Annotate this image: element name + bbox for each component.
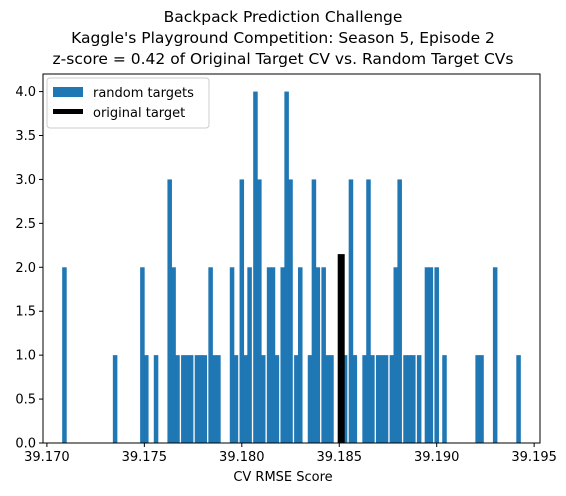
legend-box bbox=[46, 77, 210, 129]
histogram-bar bbox=[247, 267, 252, 443]
histogram-bar bbox=[342, 355, 348, 443]
x-tick-label: 39.180 bbox=[219, 450, 265, 465]
histogram-bar bbox=[280, 267, 285, 443]
x-tick-label: 39.195 bbox=[511, 450, 557, 465]
histogram-bar bbox=[140, 267, 145, 443]
bars-group bbox=[62, 91, 521, 444]
y-tick-label: 2.5 bbox=[15, 217, 36, 232]
legend-label-random-targets: random targets bbox=[93, 86, 194, 101]
histogram-bar bbox=[403, 355, 408, 443]
x-axis-label: CV RMSE Score bbox=[233, 470, 333, 485]
histogram-bar bbox=[167, 179, 172, 443]
histogram-bar bbox=[194, 355, 200, 443]
histogram-bar bbox=[229, 267, 235, 443]
y-tick-label: 4.0 bbox=[15, 85, 36, 100]
histogram-bar bbox=[325, 355, 330, 443]
histogram-bar bbox=[362, 355, 367, 443]
histogram-bar bbox=[479, 355, 484, 443]
histogram-bar bbox=[329, 355, 334, 443]
legend-swatch-random-targets bbox=[53, 87, 83, 97]
histogram-bar bbox=[393, 267, 399, 443]
y-tick-label: 1.0 bbox=[15, 349, 36, 364]
histogram-bar bbox=[257, 179, 262, 443]
histogram-bar bbox=[198, 355, 204, 443]
histogram-bar bbox=[379, 355, 385, 443]
histogram-bar bbox=[243, 355, 248, 443]
histogram-bar bbox=[321, 267, 326, 443]
histogram-bar bbox=[202, 355, 208, 443]
histogram-bar bbox=[216, 355, 221, 443]
y-tick-label: 0.5 bbox=[15, 393, 36, 408]
histogram-bar bbox=[260, 355, 266, 443]
chart-title-line-2: Kaggle's Playground Competition: Season … bbox=[71, 29, 495, 47]
x-tick-label: 39.185 bbox=[317, 450, 363, 465]
y-tick-label: 1.5 bbox=[15, 305, 36, 320]
histogram-bar bbox=[428, 267, 434, 443]
histogram-bar bbox=[184, 355, 190, 443]
histogram-bar bbox=[516, 355, 521, 443]
histogram-bar bbox=[416, 355, 422, 443]
histogram-bar bbox=[208, 267, 213, 443]
histogram-bar bbox=[274, 355, 280, 443]
histogram-bar bbox=[266, 267, 272, 443]
histogram-bar bbox=[233, 355, 239, 443]
histogram-bar bbox=[62, 267, 67, 443]
histogram-bar bbox=[492, 267, 498, 443]
histogram-bar bbox=[352, 355, 358, 443]
histogram-bar bbox=[288, 179, 293, 443]
histogram-bar bbox=[383, 355, 389, 443]
histogram-bar bbox=[294, 355, 299, 443]
histogram-bar bbox=[175, 355, 180, 443]
histogram-bar bbox=[239, 179, 245, 443]
histogram-bar bbox=[298, 267, 303, 443]
histogram-bar bbox=[144, 355, 149, 443]
histogram-bar bbox=[424, 267, 430, 443]
histogram-bar bbox=[375, 355, 381, 443]
histogram-bar bbox=[307, 355, 313, 443]
histogram-bar bbox=[311, 179, 317, 443]
y-tick-label: 3.5 bbox=[15, 129, 36, 144]
histogram-bar bbox=[112, 355, 118, 443]
y-tick-label: 3.0 bbox=[15, 173, 36, 188]
histogram-bar bbox=[389, 355, 395, 443]
histogram-bar bbox=[366, 179, 371, 443]
histogram-bar bbox=[442, 355, 447, 443]
x-tick-label: 39.175 bbox=[122, 450, 168, 465]
chart-title-line-3: z-score = 0.42 of Original Target CV vs.… bbox=[52, 50, 514, 68]
histogram-bar bbox=[188, 355, 194, 443]
histogram-bar bbox=[284, 91, 289, 444]
histogram-bar bbox=[212, 355, 217, 443]
histogram-bar bbox=[181, 355, 186, 443]
axes-group: 39.170 39.175 39.180 39.185 39.190 39.195 0.0 0… bbox=[15, 73, 557, 465]
histogram-bar bbox=[434, 267, 439, 443]
histogram-bar bbox=[253, 91, 258, 444]
histogram-bar bbox=[407, 355, 412, 443]
original-target-bar bbox=[337, 254, 345, 443]
legend-label-original-target: original target bbox=[93, 106, 185, 121]
chart-title-line-1: Backpack Prediction Challenge bbox=[163, 8, 403, 26]
histogram-bar bbox=[397, 179, 402, 443]
histogram-bar bbox=[270, 267, 276, 443]
x-tick-label: 39.170 bbox=[24, 450, 70, 465]
histogram-bar bbox=[171, 267, 176, 443]
plot-frame bbox=[42, 73, 541, 444]
histogram-bar bbox=[315, 267, 321, 443]
y-tick-label: 0.0 bbox=[15, 437, 36, 452]
chart-legend: random targets original target bbox=[46, 77, 210, 129]
legend-swatch-original-target bbox=[53, 109, 83, 114]
histogram-bar bbox=[475, 355, 480, 443]
y-tick-label: 2.0 bbox=[15, 261, 36, 276]
histogram-bar bbox=[153, 355, 159, 443]
histogram-bar bbox=[411, 355, 416, 443]
x-tick-label: 39.190 bbox=[414, 450, 460, 465]
histogram-bar bbox=[370, 355, 375, 443]
histogram-bar bbox=[348, 179, 354, 443]
